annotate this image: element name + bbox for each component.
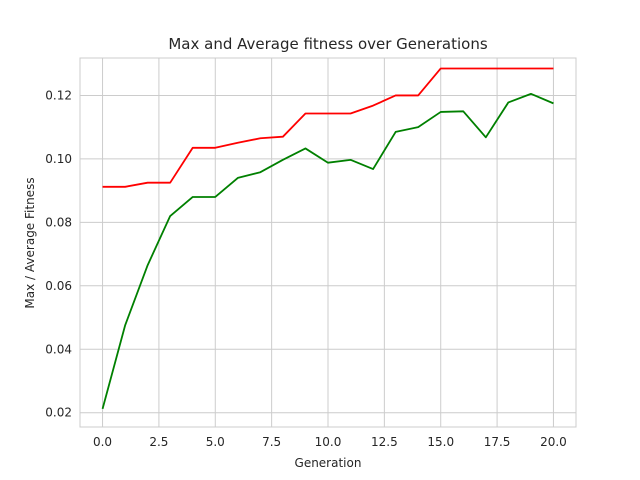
- y-axis-label: Max / Average Fitness: [23, 177, 37, 308]
- x-tick-label: 5.0: [206, 435, 225, 449]
- x-tick-label: 17.5: [484, 435, 511, 449]
- x-tick-label: 20.0: [540, 435, 567, 449]
- plot-area: [79, 57, 577, 428]
- x-tick-label: 10.0: [315, 435, 342, 449]
- y-tick-label: 0.02: [45, 406, 72, 420]
- x-axis-label: Generation: [295, 456, 362, 470]
- x-tick-label: 15.0: [427, 435, 454, 449]
- chart-title: Max and Average fitness over Generations: [168, 35, 487, 53]
- y-tick-label: 0.12: [45, 88, 72, 102]
- x-tick-label: 2.5: [149, 435, 168, 449]
- y-tick-label: 0.10: [45, 152, 72, 166]
- x-tick-label: 12.5: [371, 435, 398, 449]
- y-tick-label: 0.08: [45, 215, 72, 229]
- average-fitness-line: [101, 92, 554, 410]
- x-tick-label: 7.5: [262, 435, 281, 449]
- y-tick-labels: 0.02 0.04 0.06 0.08 0.10 0.12: [45, 88, 72, 419]
- grid: [80, 58, 576, 427]
- series-layer: [101, 67, 554, 410]
- y-tick-label: 0.04: [45, 342, 72, 356]
- y-tick-label: 0.06: [45, 279, 72, 293]
- x-tick-label: 0.0: [93, 435, 112, 449]
- max-fitness-line: [102, 67, 554, 188]
- x-tick-labels: 0.0 2.5 5.0 7.5 10.0 12.5 15.0 17.5 20.0: [93, 435, 567, 449]
